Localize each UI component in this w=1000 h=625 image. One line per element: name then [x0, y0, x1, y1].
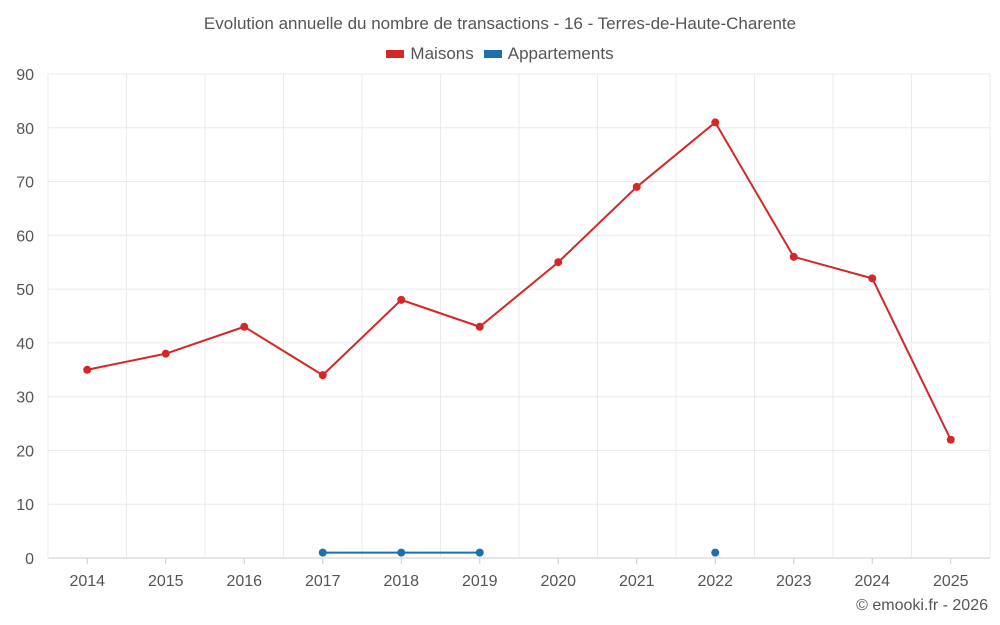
series-line-maisons	[87, 121, 952, 441]
x-tick-label-2017: 2017	[305, 573, 341, 590]
legend-swatch-maisons	[386, 50, 405, 58]
data-point-maisons-2019	[475, 322, 484, 331]
data-point-appartements-2018	[397, 548, 406, 557]
data-point-maisons-2018	[397, 295, 406, 304]
legend-item-maisons[interactable]: Maisons	[386, 44, 474, 64]
data-point-maisons-2022	[711, 118, 720, 127]
y-tick-label-60: 60	[16, 228, 34, 245]
x-tick-label-2025: 2025	[933, 573, 969, 590]
y-tick-label-50: 50	[16, 282, 34, 299]
x-tick-label-2018: 2018	[383, 573, 419, 590]
x-tick-label-2016: 2016	[226, 573, 262, 590]
data-point-maisons-2025	[946, 435, 955, 444]
x-tick-label-2015: 2015	[148, 573, 184, 590]
data-point-maisons-2014	[83, 365, 92, 374]
x-tick-label-2020: 2020	[540, 573, 576, 590]
y-tick-label-20: 20	[16, 443, 34, 460]
y-tick-label-70: 70	[16, 175, 34, 192]
x-tick-label-2019: 2019	[462, 573, 498, 590]
y-tick-label-80: 80	[16, 121, 34, 138]
data-point-appartements-2019	[475, 548, 484, 557]
y-tick-label-40: 40	[16, 336, 34, 353]
data-point-maisons-2015	[161, 349, 170, 358]
data-point-maisons-2023	[789, 252, 798, 261]
y-tick-label-90: 90	[16, 67, 34, 84]
x-tick-label-2024: 2024	[854, 573, 890, 590]
y-tick-label-30: 30	[16, 390, 34, 407]
data-point-maisons-2024	[868, 274, 877, 283]
y-tick-label-10: 10	[16, 497, 34, 514]
data-point-appartements-2022	[711, 548, 720, 557]
x-tick-label-2022: 2022	[697, 573, 733, 590]
legend-label-maisons: Maisons	[410, 44, 474, 63]
data-point-maisons-2020	[554, 258, 563, 267]
legend: Maisons Appartements	[0, 44, 1000, 64]
data-point-maisons-2016	[240, 322, 249, 331]
x-tick-label-2014: 2014	[69, 573, 105, 590]
data-point-appartements-2017	[318, 548, 327, 557]
legend-item-appartements[interactable]: Appartements	[483, 44, 614, 64]
x-tick-label-2023: 2023	[776, 573, 812, 590]
legend-label-appartements: Appartements	[507, 44, 614, 63]
legend-swatch-appartements	[483, 50, 502, 58]
credit-text: © emooki.fr - 2026	[856, 597, 988, 614]
x-tick-label-2021: 2021	[619, 573, 655, 590]
data-point-maisons-2017	[318, 371, 327, 380]
chart-title: Evolution annuelle du nombre de transact…	[203, 14, 797, 33]
data-point-maisons-2021	[632, 182, 641, 191]
y-tick-label-0: 0	[25, 551, 34, 568]
